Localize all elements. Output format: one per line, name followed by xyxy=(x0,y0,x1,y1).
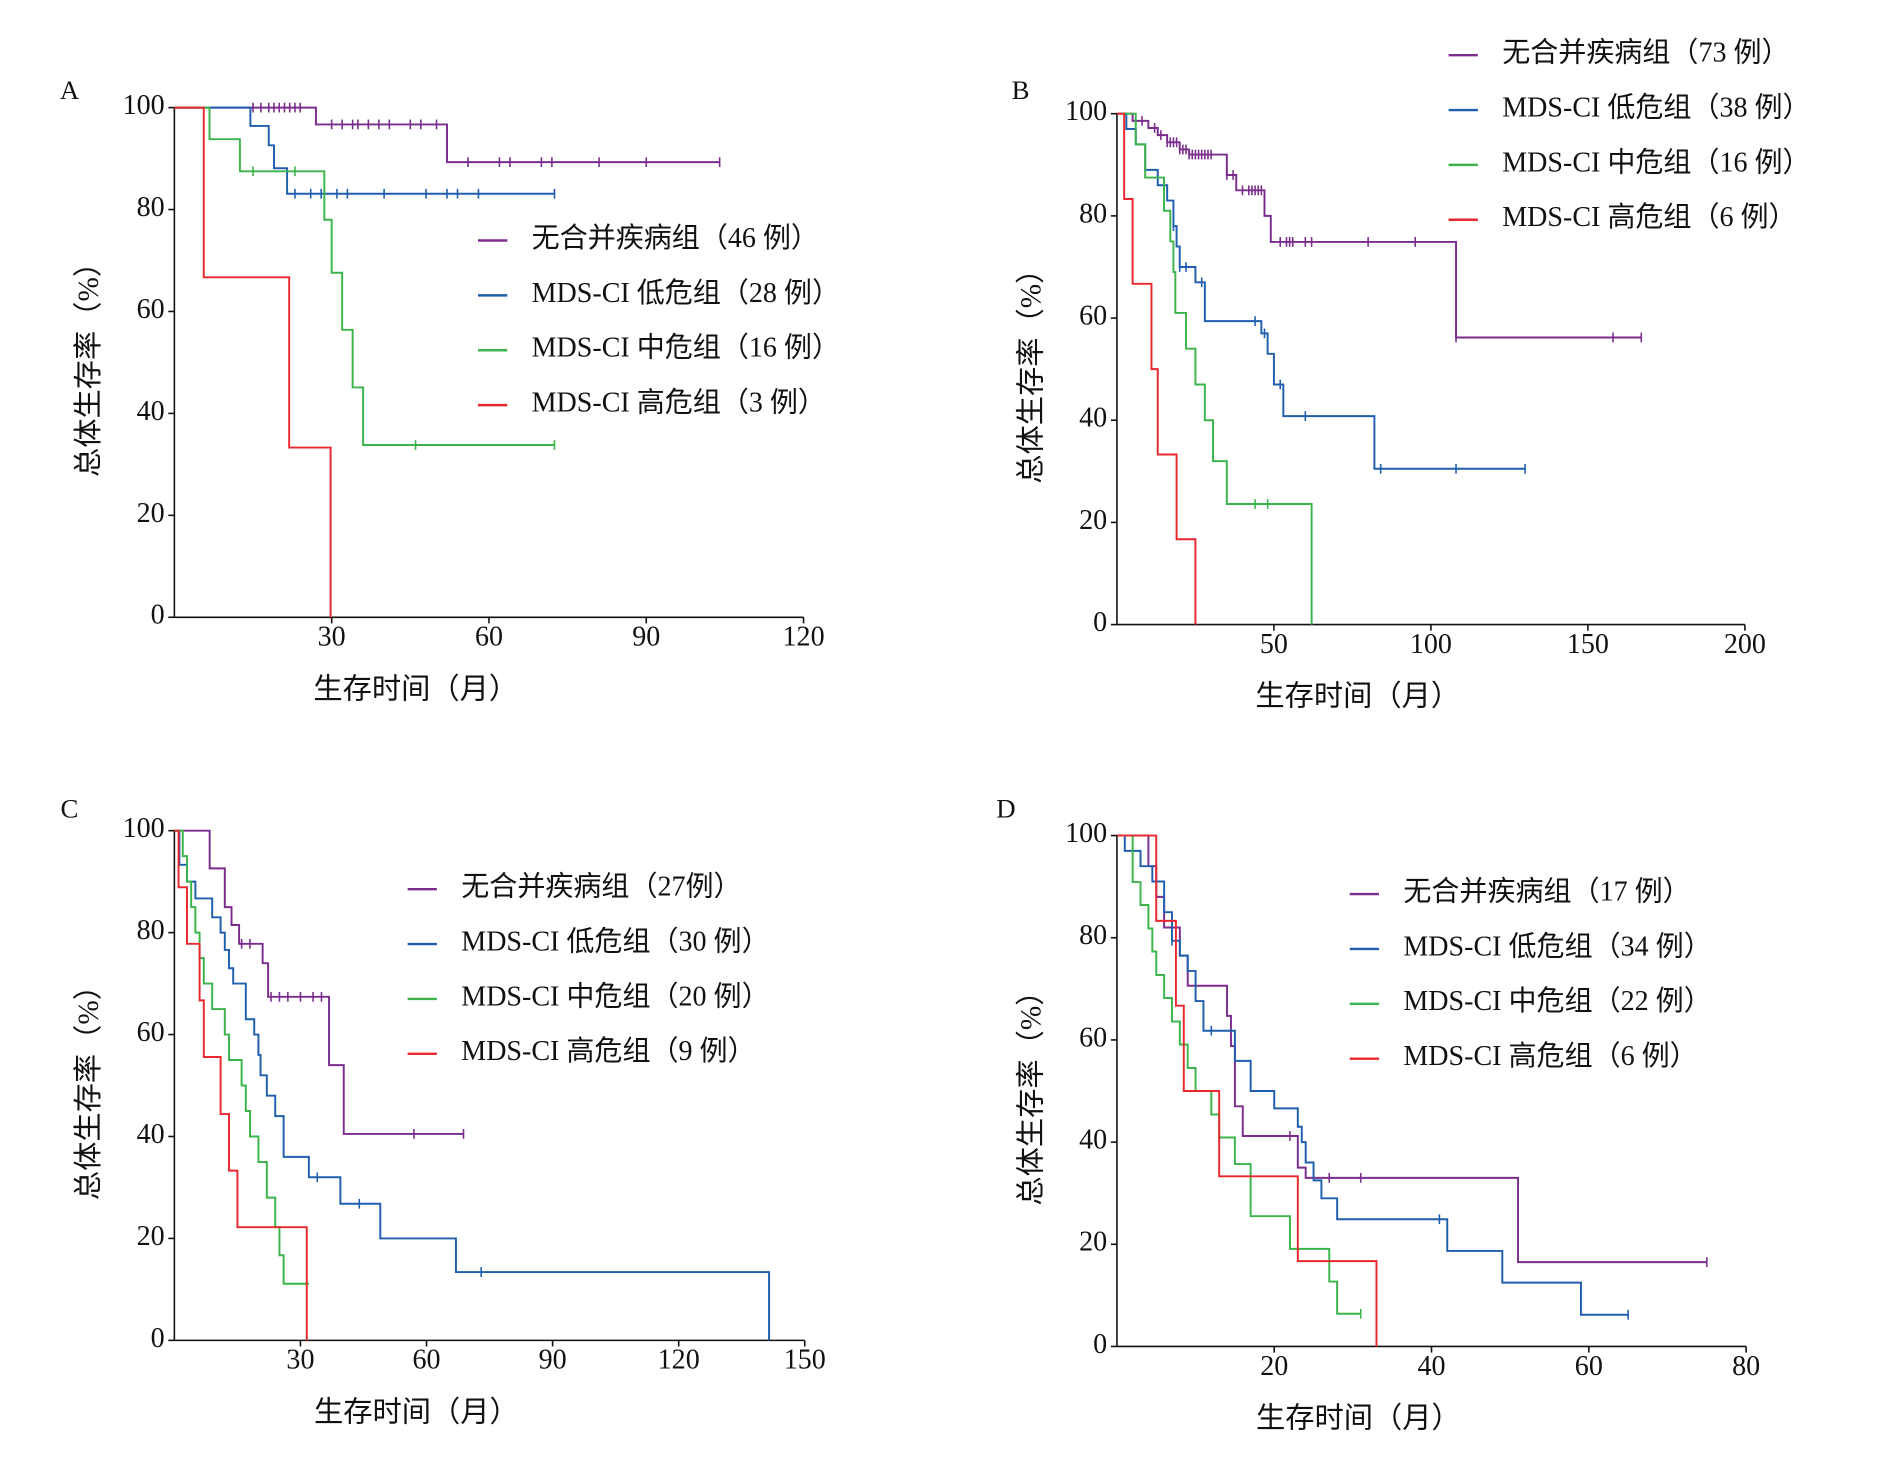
y-tick-label: 60 xyxy=(1079,1022,1107,1053)
x-tick-label: 120 xyxy=(783,622,825,653)
legend-label: MDS-CI 中危组（16 例） xyxy=(532,332,840,364)
legend-label: MDS-CI 低危组（38 例） xyxy=(1502,91,1810,123)
x-tick-label: 60 xyxy=(475,622,503,653)
survival-curve xyxy=(174,106,555,195)
y-tick-label: 20 xyxy=(137,1221,165,1252)
y-tick-label: 0 xyxy=(151,600,165,631)
legend-label: MDS-CI 低危组（34 例） xyxy=(1403,930,1711,962)
survival-curve xyxy=(1116,112,1197,625)
legend-label: 无合并疾病组（17 例） xyxy=(1403,876,1690,908)
survival-curve xyxy=(174,829,771,1341)
legend-label: MDS-CI 高危组（6 例） xyxy=(1502,201,1796,233)
x-axis-title: 生存时间（月） xyxy=(314,1395,519,1428)
survival-curve xyxy=(174,106,555,446)
y-tick-label: 80 xyxy=(1079,198,1107,229)
y-tick-label: 0 xyxy=(1093,607,1107,638)
y-tick-label: 20 xyxy=(1079,1227,1107,1258)
x-axis-title: 生存时间（月） xyxy=(1255,680,1460,713)
x-tick-label: 60 xyxy=(1575,1351,1603,1382)
y-axis-title: 总体生存率（%） xyxy=(1015,976,1048,1205)
panel: B 0 20 40 60 80 100 50 100 150 200 生存时间（月） 总体生存率（%） 无… xyxy=(1012,37,1811,713)
x-tick-label: 50 xyxy=(1260,629,1288,660)
x-tick-label: 40 xyxy=(1418,1351,1446,1382)
x-tick-label: 30 xyxy=(286,1345,314,1376)
legend-label: MDS-CI 中危组（22 例） xyxy=(1403,985,1711,1017)
legend-label: 无合并疾病组（27例） xyxy=(461,871,741,903)
survival-curve xyxy=(1116,112,1526,470)
legend-label: 无合并疾病组（73 例） xyxy=(1502,37,1789,69)
y-tick-label: 0 xyxy=(1093,1329,1107,1360)
y-tick-label: 100 xyxy=(1065,818,1107,849)
legend-label: MDS-CI 高危组（3 例） xyxy=(532,387,826,419)
y-tick-label: 80 xyxy=(137,192,165,223)
legend-label: MDS-CI 高危组（6 例） xyxy=(1403,1040,1697,1072)
y-tick-label: 60 xyxy=(1079,300,1107,331)
legend-label: 无合并疾病组（46 例） xyxy=(532,222,819,254)
legend-label: MDS-CI 低危组（30 例） xyxy=(461,926,769,958)
legend-label: MDS-CI 低危组（28 例） xyxy=(532,277,840,309)
x-tick-label: 80 xyxy=(1732,1351,1760,1382)
legend-label: MDS-CI 中危组（16 例） xyxy=(1502,146,1810,178)
survival-curve xyxy=(1116,834,1707,1264)
y-tick-label: 60 xyxy=(137,294,165,325)
x-tick-label: 150 xyxy=(784,1345,826,1376)
x-tick-label: 200 xyxy=(1724,629,1766,660)
y-tick-label: 80 xyxy=(1079,920,1107,951)
survival-curve xyxy=(174,829,309,1285)
y-tick-label: 100 xyxy=(123,813,165,844)
survival-curve xyxy=(1116,834,1378,1347)
survival-curve xyxy=(1116,834,1361,1315)
survival-curve xyxy=(174,829,464,1135)
x-tick-label: 100 xyxy=(1410,629,1452,660)
y-tick-label: 40 xyxy=(1079,403,1107,434)
legend-label: MDS-CI 高危组（9 例） xyxy=(461,1035,755,1067)
panel-label: C xyxy=(61,793,79,823)
survival-curve xyxy=(1116,112,1313,625)
survival-curve xyxy=(174,106,720,164)
panel-label: B xyxy=(1012,75,1030,105)
y-axis-title: 总体生存率（%） xyxy=(1015,255,1048,484)
y-tick-label: 100 xyxy=(1065,96,1107,127)
survival-curve xyxy=(1116,834,1629,1316)
x-tick-label: 30 xyxy=(318,622,346,653)
y-tick-label: 20 xyxy=(1079,505,1107,536)
y-tick-label: 80 xyxy=(137,915,165,946)
y-tick-label: 0 xyxy=(151,1323,165,1354)
y-tick-label: 40 xyxy=(137,396,165,427)
x-axis-title: 生存时间（月） xyxy=(313,672,518,705)
x-tick-label: 90 xyxy=(632,622,660,653)
panel-label: D xyxy=(996,793,1015,823)
y-tick-label: 20 xyxy=(137,498,165,529)
y-tick-label: 100 xyxy=(123,90,165,121)
survival-curve xyxy=(174,829,308,1341)
y-axis-title: 总体生存率（%） xyxy=(72,971,105,1200)
panel: A 0 20 40 60 80 100 30 60 90 120 生存时间（月） 总体生存率（%） 无合并… xyxy=(60,75,840,705)
x-tick-label: 150 xyxy=(1567,629,1609,660)
x-axis-title: 生存时间（月） xyxy=(1256,1402,1461,1435)
x-tick-label: 120 xyxy=(658,1345,700,1376)
panel: C 0 20 40 60 80 100 30 60 90 120 150 生存时间（月） 总体生存率（%）… xyxy=(61,793,826,1428)
panel: D 0 20 40 60 80 100 20 40 60 80 生存时间（月） 总体生存率（%） 无合并疾… xyxy=(996,793,1760,1434)
survival-curve xyxy=(174,106,332,618)
panel-label: A xyxy=(60,75,80,105)
y-axis-title: 总体生存率（%） xyxy=(72,248,105,477)
y-tick-label: 60 xyxy=(137,1017,165,1048)
legend-label: MDS-CI 中危组（20 例） xyxy=(461,980,769,1012)
y-tick-label: 40 xyxy=(1079,1125,1107,1156)
x-tick-label: 90 xyxy=(539,1345,567,1376)
x-tick-label: 20 xyxy=(1260,1351,1288,1382)
y-tick-label: 40 xyxy=(137,1119,165,1150)
x-tick-label: 60 xyxy=(413,1345,441,1376)
